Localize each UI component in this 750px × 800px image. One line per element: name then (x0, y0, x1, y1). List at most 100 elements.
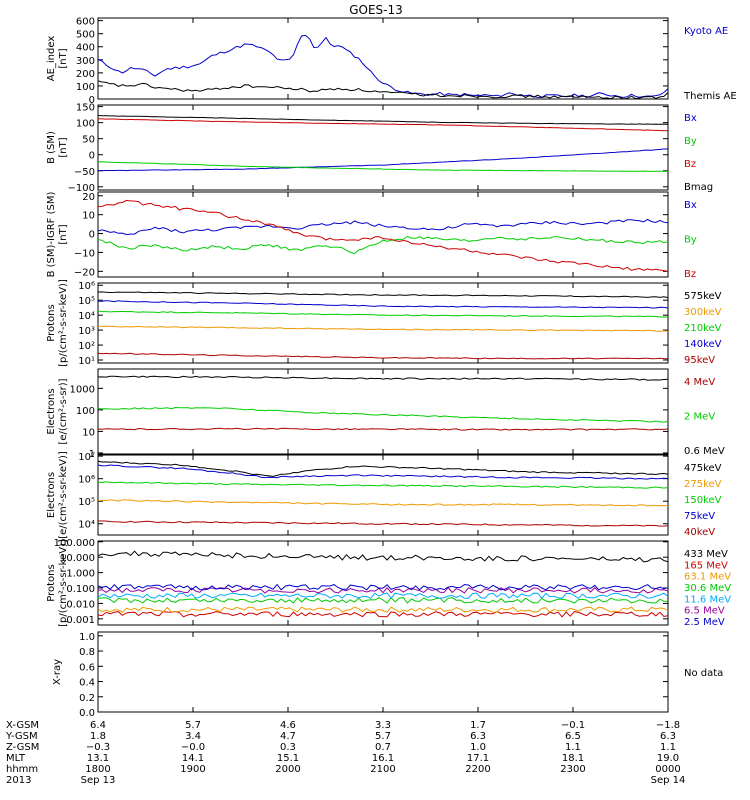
y-axis-label: [nT] (58, 48, 69, 68)
panel-frame (97, 17, 669, 100)
y-tick-label: 20 (82, 192, 95, 203)
x-axis-value: 18.1 (562, 753, 584, 764)
x-axis-value: 0000 (655, 764, 680, 775)
y-tick-label: 10⁶ (78, 475, 95, 486)
series-line (97, 460, 669, 477)
series-line (97, 375, 669, 381)
y-tick-label: 0.6 (79, 662, 95, 673)
y-axis-label: B (SM) (46, 131, 57, 164)
y-tick-label: 100 (76, 406, 95, 417)
legend-entry: Kyoto AE (684, 26, 728, 37)
y-tick-label: 0.001 (66, 615, 95, 626)
y-tick-label: −20 (74, 267, 95, 278)
legend-entry: 2.5 MeV (684, 617, 725, 628)
legend-entry: Bz (684, 269, 696, 280)
y-tick-label: 0.4 (79, 678, 95, 689)
series-line (97, 610, 669, 618)
series-line (97, 592, 669, 600)
y-axis-label: AE_index (46, 36, 57, 82)
y-axis-label: X-ray (52, 659, 63, 685)
panel-frame (97, 368, 669, 455)
x-axis-row-label: MLT (6, 753, 26, 764)
y-axis-label: [p/(cm²-s-sr-keV)] (58, 539, 69, 627)
y-tick-label: −100 (68, 183, 95, 194)
legend-entry: Themis AE (683, 91, 737, 102)
x-axis-value: −1.8 (656, 720, 680, 731)
series-line (97, 235, 669, 255)
y-tick-label: −50 (74, 167, 95, 178)
series-line (97, 583, 669, 591)
series-line (97, 115, 669, 125)
x-axis-row-label: Z-GSM (6, 742, 39, 753)
x-axis-value: 15.1 (277, 753, 299, 764)
x-axis-value: 1.0 (470, 742, 486, 753)
series-line (97, 80, 669, 100)
panel-b_sm: −100 −50 0 50 100 150 B (SM) [nT] Bx By Bz Bmag (46, 103, 713, 194)
panel-frame (97, 631, 669, 713)
y-tick-label: 50 (82, 135, 95, 146)
y-axis-label: [nT] (58, 137, 69, 157)
y-axis-label: Protons (46, 564, 57, 601)
x-axis-value: 6.3 (470, 731, 486, 742)
legend-entry: Bx (684, 200, 697, 211)
legend-entry: 575keV (684, 291, 722, 302)
legend-entry: 95keV (684, 355, 715, 366)
legend-entry: By (684, 235, 697, 246)
x-axis-value: 1.1 (565, 742, 581, 753)
legend-entry: 2 MeV (684, 412, 715, 423)
y-tick-label: 0.010 (66, 599, 95, 610)
panel-protons_low: 10¹ 10² 10³ 10⁴ 10⁵ 10⁶ Protons [p/(cm²-s-sr-ke… (46, 279, 722, 367)
x-axis-value: Sep 13 (81, 775, 116, 786)
series-line (97, 300, 669, 309)
x-axis-value: 14.1 (182, 753, 204, 764)
figure-title: GOES-13 (349, 3, 403, 17)
x-axis-value: 1.1 (660, 742, 676, 753)
series-line (97, 161, 669, 172)
series-line (97, 291, 669, 299)
y-tick-label: 500 (76, 30, 95, 41)
legend-entry: 11.6 MeV (684, 594, 731, 605)
panel-electrons_mev: 1 10 100 1000 Electrons [e/(cm²-s-sr)] 4 MeV 2 … (46, 368, 725, 460)
x-axis-value: 1.7 (470, 720, 486, 731)
series-line (97, 427, 669, 431)
x-axis-value: 6.5 (565, 731, 581, 742)
x-axis-value: 3.4 (185, 731, 201, 742)
x-axis-row-label: X-GSM (6, 720, 39, 731)
y-tick-label: 10⁴ (78, 520, 95, 531)
series-line (97, 34, 669, 99)
legend-entry: 275keV (684, 479, 722, 490)
no-data-label: No data (684, 668, 723, 679)
legend-entry: 40keV (684, 527, 715, 538)
legend-entry: By (684, 136, 697, 147)
panel-electrons_kev: 10⁴ 10⁵ 10⁶ 10⁷ Electrons [e/(cm²-s-sr-keV)] 4… (46, 451, 722, 539)
x-axis-value: 1800 (85, 764, 110, 775)
x-axis-value: 5.7 (185, 720, 201, 731)
x-axis-value: 4.7 (280, 731, 296, 742)
series-line (97, 218, 669, 236)
y-axis-label: [e/(cm²-s-sr)] (58, 378, 69, 444)
x-axis-value: 2000 (275, 764, 300, 775)
panel-xray: 0.0 0.2 0.4 0.6 0.8 1.0 X-ray No data (52, 631, 723, 719)
x-axis-value: 4.6 (280, 720, 296, 731)
y-tick-label: 400 (76, 43, 95, 54)
y-axis-label: [nT] (58, 224, 69, 244)
x-axis-value: 6.4 (90, 720, 106, 731)
y-tick-label: 600 (76, 17, 95, 28)
y-tick-label: 150 (76, 103, 95, 114)
y-tick-label: 10⁵ (78, 296, 95, 307)
legend-entry: 63.1 MeV (684, 572, 731, 583)
legend-entry: 140keV (684, 339, 722, 350)
x-axis-value: 6.3 (660, 731, 676, 742)
y-tick-label: 200 (76, 69, 95, 80)
x-axis-row-label: hhmm (6, 764, 38, 775)
x-axis-value: 19.0 (657, 753, 679, 764)
series-line (97, 199, 669, 273)
x-axis-value: −0.0 (181, 742, 205, 753)
legend-entry: 30.6 MeV (684, 583, 731, 594)
y-tick-label: 100.000 (54, 538, 95, 549)
series-line (97, 520, 669, 527)
y-tick-label: 1000 (70, 384, 95, 395)
series-line (97, 325, 669, 332)
x-axis-value: 3.3 (375, 720, 391, 731)
